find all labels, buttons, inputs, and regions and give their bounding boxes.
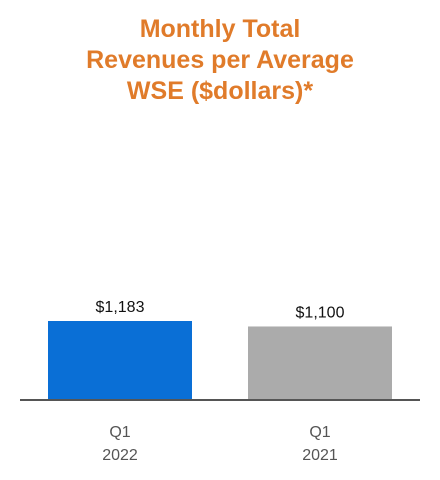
chart-title-line-3: WSE ($dollars)* <box>126 77 314 105</box>
data-label-0: $1,183 <box>96 299 145 316</box>
category-label-0-line-1: Q1 <box>109 424 130 441</box>
chart-title-line-2: Revenues per Average <box>86 46 354 74</box>
bars-layer <box>48 321 392 399</box>
category-label-0-line-2: 2022 <box>102 447 138 464</box>
data-label-1: $1,100 <box>296 304 345 321</box>
category-label-1-line-1: Q1 <box>309 424 330 441</box>
category-label-1-line-2: 2021 <box>302 447 338 464</box>
labels-layer: $1,183 Q1 2022 $1,100 Q1 2021 <box>96 299 345 464</box>
bar-1 <box>248 326 392 399</box>
chart-title: Monthly Total Revenues per Average WSE (… <box>0 14 440 107</box>
chart-title-line-1: Monthly Total <box>139 15 301 43</box>
bar-0 <box>48 321 192 399</box>
